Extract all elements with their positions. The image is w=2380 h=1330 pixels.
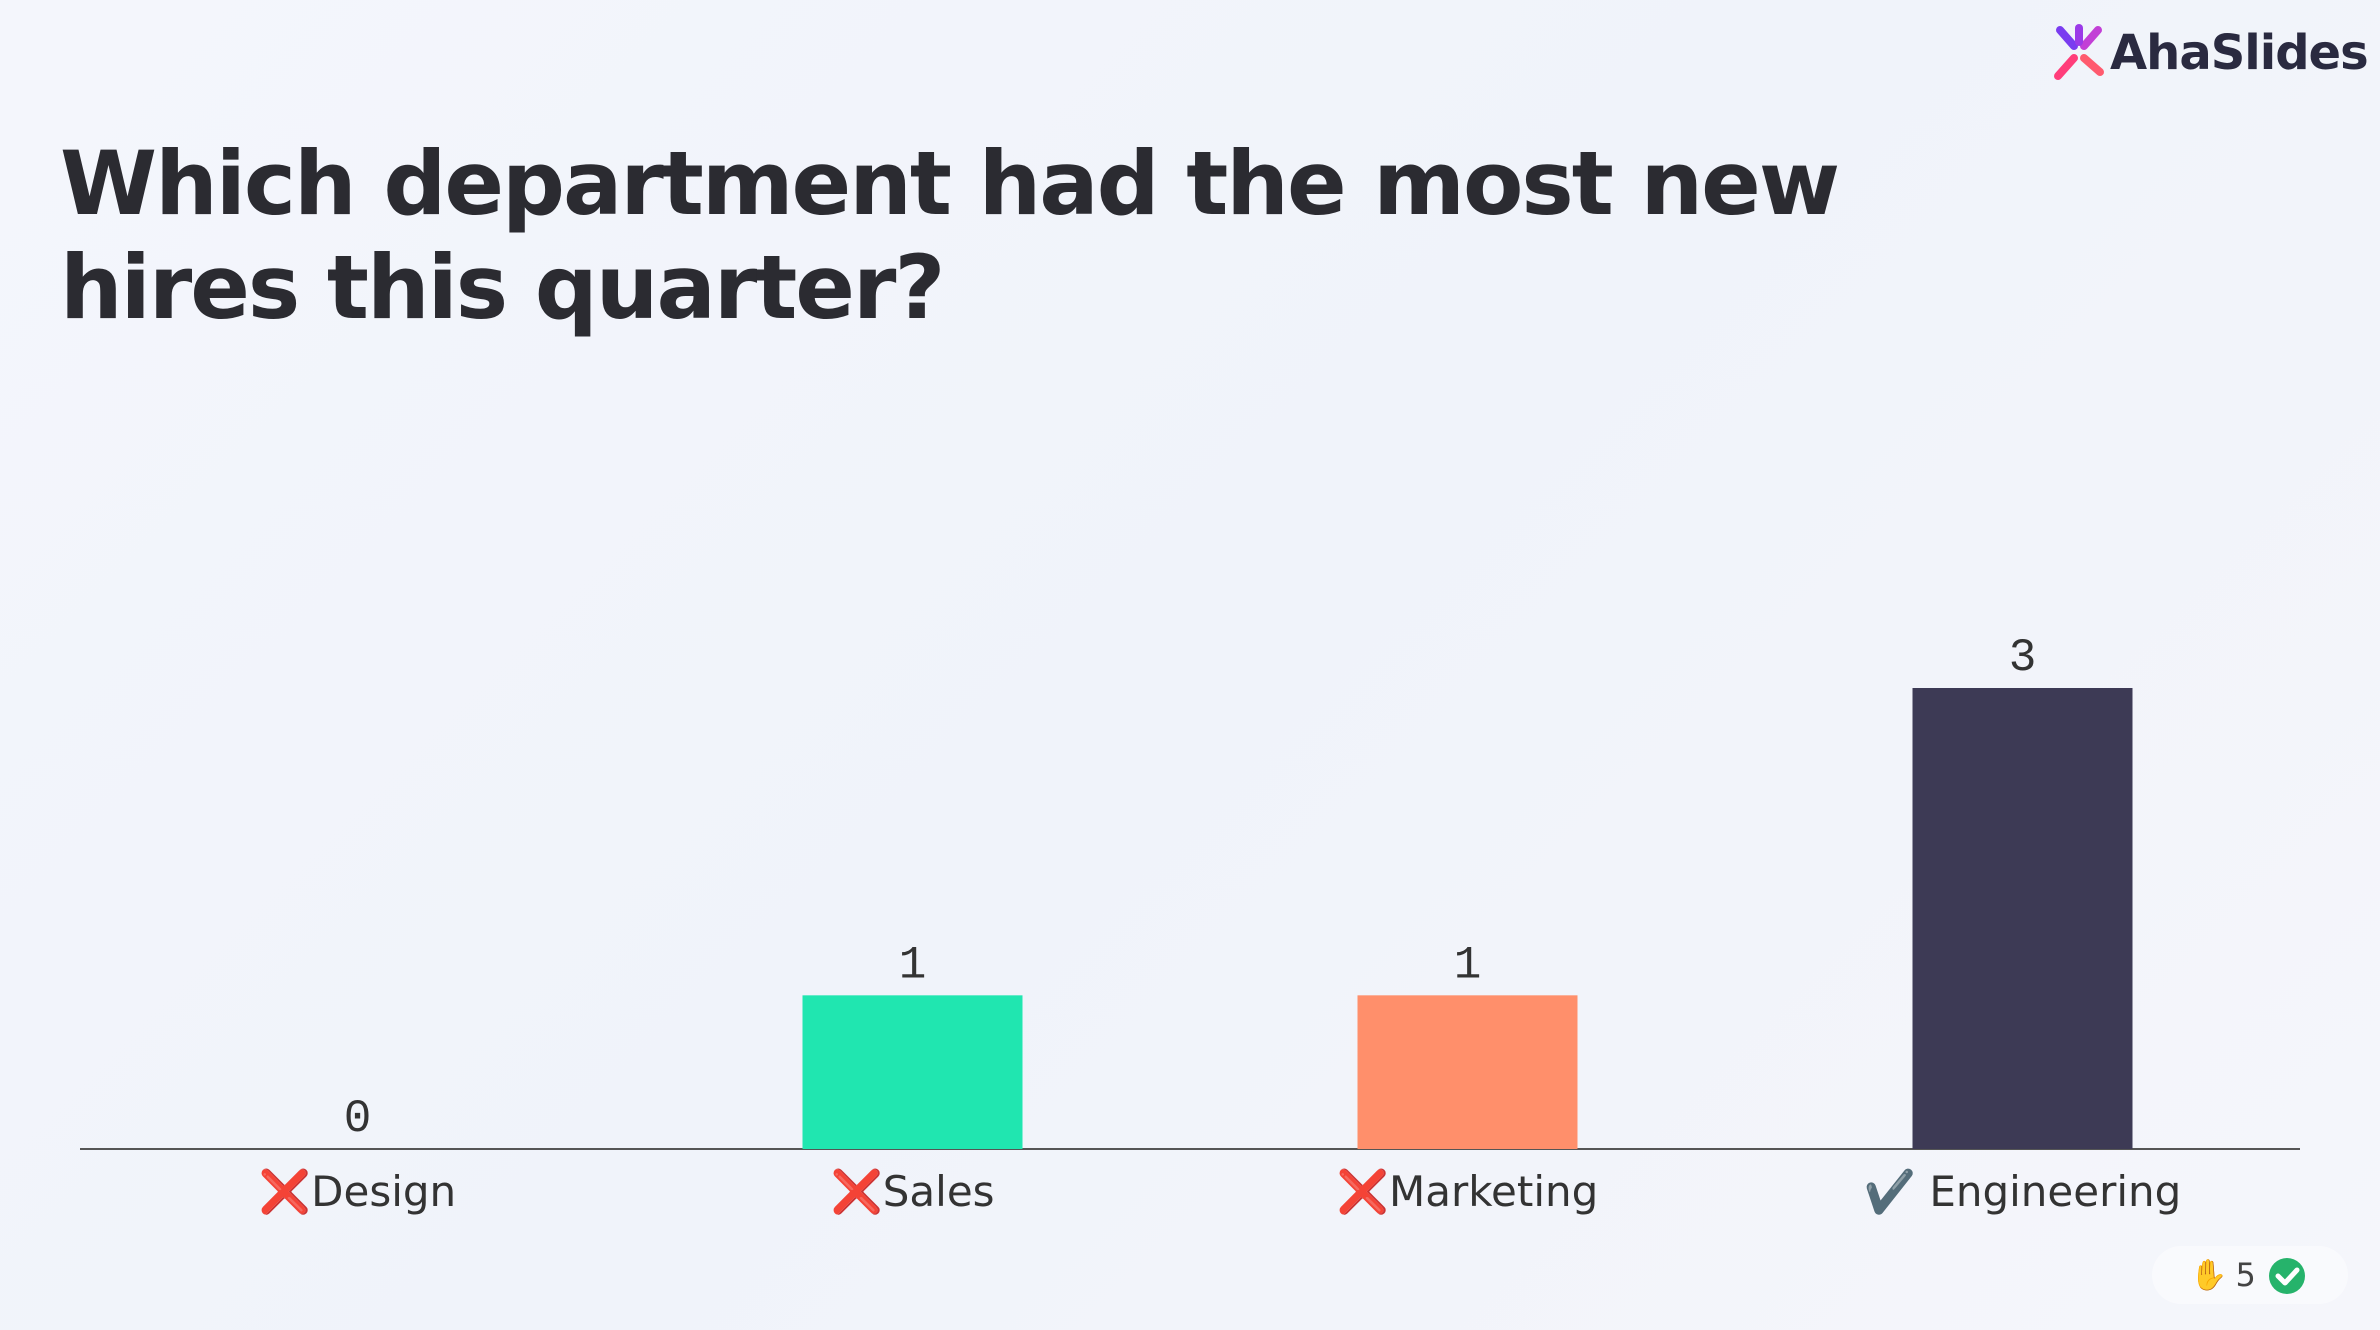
participants-badge: ✋ 5: [2152, 1246, 2348, 1304]
value-label: 1: [899, 939, 927, 991]
cloud-check-icon: [2268, 1258, 2305, 1294]
logo-icon: [2054, 24, 2104, 80]
category-label: ❌Marketing: [1337, 1167, 1599, 1217]
category-label: ❌Design: [259, 1167, 456, 1217]
bar: [802, 995, 1023, 1149]
value-label: 3: [2009, 632, 2037, 684]
question-title: Which department had the most new hires …: [60, 132, 1840, 339]
value-label: 0: [344, 1093, 372, 1145]
bar: [1357, 995, 1578, 1149]
brand-logo: AhaSlides: [2048, 22, 2369, 84]
brand-name: AhaSlides: [2110, 25, 2369, 81]
participant-count: 5: [2235, 1256, 2256, 1294]
category-label: ✔️ Engineering: [1864, 1167, 2182, 1216]
hand-icon: ✋: [2190, 1257, 2228, 1293]
category-label: ❌Sales: [830, 1167, 994, 1217]
value-label: 1: [1454, 939, 1482, 991]
bar: [1912, 688, 2133, 1149]
